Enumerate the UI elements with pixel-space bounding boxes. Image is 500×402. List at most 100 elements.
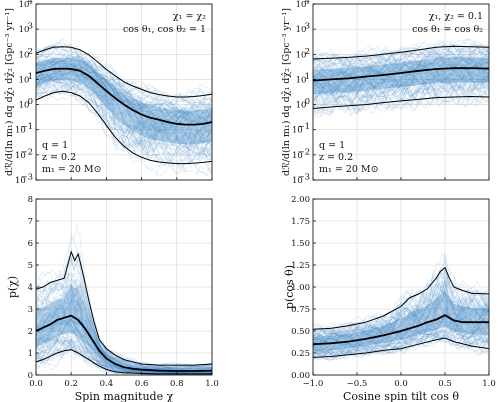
annotation-bottom-left: q = 1 — [42, 140, 68, 151]
posterior-draw-line — [313, 56, 489, 80]
posterior-draw-line — [313, 66, 489, 102]
posterior-draw-line — [36, 78, 212, 157]
y-tick-exponent: −2 — [297, 147, 310, 157]
y-tick-exponent: 2 — [305, 47, 310, 57]
posterior-draw-line — [313, 59, 489, 81]
posterior-draw-line — [313, 63, 489, 92]
posterior-draw-line — [36, 69, 212, 152]
posterior-draw-line — [36, 45, 212, 109]
posterior-draw-line — [313, 301, 489, 349]
posterior-draw-line — [36, 77, 212, 162]
posterior-draw-line — [313, 73, 489, 108]
posterior-draw-line — [313, 77, 489, 103]
posterior-draw-line — [313, 55, 489, 79]
x-tick-label: −0.5 — [347, 379, 368, 389]
posterior-draw-line — [313, 58, 489, 87]
posterior-draw-line — [313, 72, 489, 99]
posterior-draw-line — [313, 70, 489, 93]
posterior-draw-line — [36, 78, 212, 161]
posterior-draw-line — [313, 280, 489, 340]
posterior-draw-line — [313, 261, 489, 338]
posterior-draw-line — [313, 40, 489, 73]
posterior-draw-line — [36, 42, 212, 116]
posterior-draw-line — [313, 80, 489, 115]
posterior-draw-line — [313, 52, 489, 72]
y-tick-label: 1 — [28, 349, 33, 359]
y-tick-label: 10 — [19, 0, 30, 10]
posterior-draw-line — [36, 57, 212, 130]
posterior-draw-line — [313, 43, 489, 70]
posterior-draw-line — [313, 322, 489, 357]
posterior-draw-line — [313, 283, 489, 343]
posterior-draw-line — [36, 270, 212, 369]
posterior-draw-line — [313, 61, 489, 89]
posterior-draw-line — [36, 77, 212, 164]
posterior-draw-line — [313, 321, 489, 359]
posterior-draw-line — [36, 66, 212, 151]
posterior-draw-line — [313, 329, 489, 360]
posterior-draw-line — [36, 48, 212, 124]
posterior-draw-line — [313, 328, 489, 354]
annotation-top-right: χ₁ = χ₂ — [173, 11, 206, 22]
posterior-draw-line — [36, 279, 212, 370]
posterior-draw-line — [36, 56, 212, 129]
posterior-draw-line — [36, 248, 212, 370]
posterior-draw-line — [313, 269, 489, 338]
posterior-draw-line — [36, 54, 212, 108]
y-tick-label: 10 — [15, 126, 26, 136]
posterior-draw-line — [313, 68, 489, 97]
series-lower-line — [313, 95, 489, 109]
y-tick-exponent: 0 — [28, 97, 33, 107]
posterior-draw-line — [313, 290, 489, 343]
posterior-draw-line — [313, 75, 489, 102]
posterior-draw-line — [313, 315, 489, 354]
x-axis-label: Cosine spin tilt cos θ — [343, 390, 459, 402]
posterior-draw-line — [313, 39, 489, 66]
posterior-draw-line — [313, 65, 489, 97]
y-tick-label: 10 — [19, 25, 30, 35]
y-tick-label: 2.00 — [291, 195, 310, 205]
summary-lines — [36, 46, 212, 165]
posterior-draw-line — [313, 74, 489, 101]
axes-frame — [35, 3, 213, 181]
posterior-draw-line — [36, 279, 212, 370]
posterior-draw-line — [313, 50, 489, 78]
posterior-draw-line — [36, 60, 212, 133]
series-upper-line — [313, 266, 489, 330]
y-tick-label: 3 — [28, 305, 33, 315]
y-tick-exponent: 4 — [305, 0, 310, 7]
y-tick-label: 0.25 — [291, 349, 310, 359]
posterior-draw-line — [36, 338, 212, 375]
posterior-draw-line — [36, 336, 212, 375]
x-tick-label: −1.0 — [303, 379, 324, 389]
posterior-draw-line — [313, 42, 489, 75]
annotation-bottom-left: z = 0.2 — [42, 152, 76, 163]
y-tick-label: 10 — [296, 75, 307, 85]
posterior-draws — [36, 224, 212, 375]
posterior-draw-line — [313, 294, 489, 344]
series-median-line — [36, 314, 212, 372]
y-tick-exponent: −2 — [20, 147, 33, 157]
annotation-bottom-left: m₁ = 20 M⊙ — [42, 164, 102, 175]
posterior-draw-line — [313, 330, 489, 359]
posterior-draw-line — [313, 299, 489, 346]
posterior-draw-line — [313, 45, 489, 71]
posterior-draw-line — [36, 55, 212, 122]
annotation-bottom-left: m₁ = 20 M⊙ — [319, 164, 379, 175]
posterior-draw-line — [313, 269, 489, 341]
posterior-draw-line — [313, 253, 489, 338]
posterior-draw-line — [313, 63, 489, 95]
posterior-draw-line — [36, 77, 212, 148]
credible-band — [36, 283, 212, 373]
posterior-draw-line — [313, 82, 489, 111]
posterior-draw-line — [36, 84, 212, 177]
y-tick-exponent: 1 — [305, 72, 310, 82]
posterior-draw-line — [313, 283, 489, 338]
posterior-draw-line — [36, 56, 212, 133]
posterior-draw-line — [36, 69, 212, 141]
x-tick-label: 0.4 — [100, 379, 114, 389]
x-axis — [35, 177, 213, 180]
posterior-draw-line — [313, 274, 489, 343]
posterior-draw-line — [36, 80, 212, 160]
